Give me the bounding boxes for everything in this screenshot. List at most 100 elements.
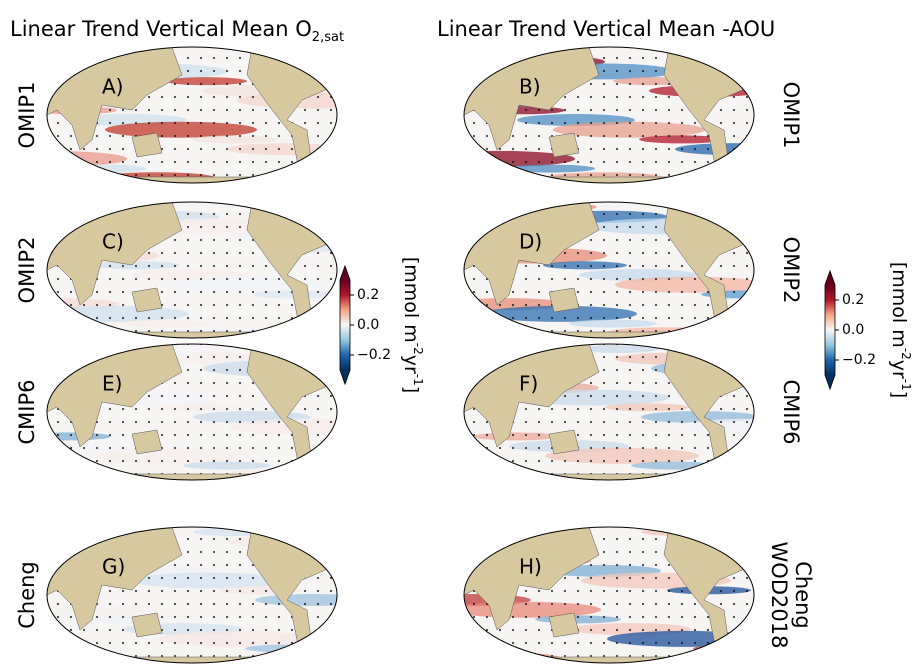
colorbar-tick-label: 0.0 [842,322,864,338]
title-text: Linear Trend Vertical Mean -AOU [437,17,775,41]
land [464,47,600,151]
panel-column-title: Linear Trend Vertical Mean O2,sat [10,17,344,45]
colorbar-tick-label: −0.2 [357,347,391,363]
colorbar-label: [mmol m-2yr-1] [889,262,914,398]
map-border [463,201,755,339]
land [47,331,337,338]
title-subscript: 2,sat [312,30,344,45]
row-label: WOD2018 [767,542,791,649]
land [548,429,580,455]
land [464,176,754,183]
colorbar: 0.2 0.0 −0.2 [mmol m-2yr-1] [339,257,426,393]
land [464,202,600,306]
map-border [463,46,755,184]
ocean-anomaly [47,48,87,56]
label-superscript: -2 [900,348,914,360]
map-content [464,202,754,338]
map-content [464,344,754,480]
colorbar-extend-max [340,266,350,280]
land [548,287,580,313]
map-panel: F) CMIP6 [463,343,803,481]
map-content [47,202,337,338]
row-label: Cheng [15,561,39,629]
map-panel: H) WOD2018 Cheng [463,526,815,664]
label-superscript: -2 [412,343,426,355]
land [548,612,580,638]
ocean-anomaly [47,652,113,663]
land [464,331,754,338]
row-label: OMIP1 [779,82,803,149]
label-text: [mmol m [889,262,911,348]
colorbar-tick-label: 0.2 [842,292,864,308]
title-text: Linear Trend Vertical Mean O [10,17,312,41]
map-content [47,47,337,183]
label-text: ] [401,386,423,393]
panel-letter: C) [102,230,124,254]
panel-letter: B) [519,75,541,99]
colorbar-extend-max [825,271,835,285]
colorbar: 0.2 0.0 −0.2 [mmol m-2yr-1] [824,262,914,398]
colorbar-fill [825,285,835,375]
land [47,656,337,663]
land [131,429,163,455]
map-panel: B) OMIP1 [463,46,803,184]
label-superscript: -1 [412,374,426,386]
map-border [46,46,338,184]
label-text: yr [889,360,911,379]
label-superscript: -1 [900,379,914,391]
land [131,612,163,638]
map-panel: E) CMIP6 [15,343,338,481]
panel-letter: H) [519,555,542,579]
map-panel: G) Cheng [15,526,338,664]
row-label: OMIP2 [15,237,39,304]
colorbar-extend-min [340,370,350,384]
colorbar-tick-label: 0.0 [357,317,379,333]
land [47,473,337,480]
land [464,527,600,631]
land [47,344,183,448]
colorbar-extend-min [825,375,835,389]
row-label: OMIP1 [15,82,39,149]
map-content [47,344,337,480]
label-text: [mmol m [401,257,423,343]
map-content [464,47,754,183]
row-label: OMIP2 [779,237,803,304]
land [131,132,163,158]
colorbar-tick-label: −0.2 [842,352,876,368]
row-label: Cheng [791,561,815,629]
map-content [464,527,754,663]
label-text: ] [889,391,911,398]
panel-letter: F) [519,372,538,396]
colorbar-outline [824,269,836,391]
land [464,473,754,480]
land [47,527,183,631]
map-border [46,201,338,339]
panel-letter: A) [102,75,123,99]
land [464,344,600,448]
land [47,47,183,151]
colorbar-outline [339,264,351,386]
land [47,202,183,306]
map-panel: A) OMIP1 [15,46,338,184]
colorbar-label: [mmol m-2yr-1] [401,257,426,393]
colorbar-fill [340,280,350,370]
map-panel: C) OMIP2 [15,201,338,339]
land [131,287,163,313]
panel-letter: G) [102,555,125,579]
map-border [463,343,755,481]
land [548,132,580,158]
ocean-anomaly [667,469,754,480]
row-label: CMIP6 [15,380,39,445]
panel-letter: D) [519,230,542,254]
map-border [463,526,755,664]
panel-letter: E) [102,372,122,396]
row-label: CMIP6 [779,380,803,445]
land [464,656,754,663]
map-panel: D) OMIP2 [463,201,803,339]
label-text: yr [401,355,423,374]
map-border [46,343,338,481]
map-border [46,526,338,664]
ocean-anomaly [464,48,535,56]
map-content [47,527,337,663]
